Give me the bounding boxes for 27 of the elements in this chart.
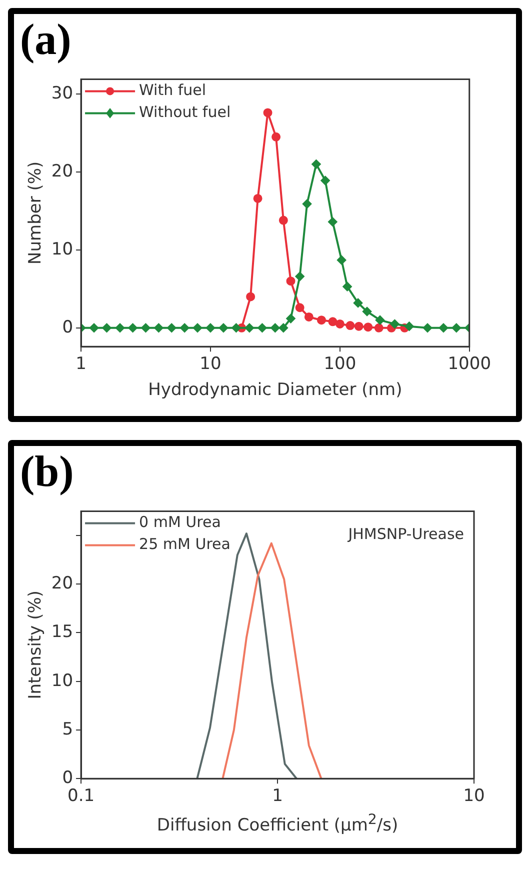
legend-label: 25 mM Urea — [139, 535, 230, 554]
x-axis-title: Diffusion Coefficient (µm$^{2}$/s) — [156, 812, 398, 836]
x-tick-label: 10 — [200, 354, 222, 374]
x-tick-label: 1 — [272, 786, 283, 806]
x-tick-label: 0.1 — [68, 786, 95, 806]
x-axis-title: Hydrodynamic Diameter (nm) — [148, 380, 402, 400]
y-axis-title: Intensity (%) — [26, 590, 46, 700]
x-tick-label: 10 — [463, 786, 485, 806]
y-tick-label: 15 — [51, 622, 74, 642]
y-tick-label: 0 — [62, 317, 74, 338]
chart-title: (a) — [20, 14, 72, 65]
x-tick-label: 1000 — [448, 354, 491, 374]
y-tick-label: 0 — [62, 768, 74, 788]
legend-label: Without fuel — [139, 103, 231, 122]
y-tick-label: 30 — [51, 83, 74, 104]
y-tick-label: 10 — [51, 239, 74, 260]
annotation: JHMSNP-Urease — [347, 525, 464, 544]
y-axis-title: Number (%) — [26, 161, 46, 264]
y-tick-label: 20 — [51, 574, 74, 594]
x-tick-label: 1 — [76, 354, 86, 374]
legend-label: 0 mM Urea — [139, 513, 221, 532]
y-tick-label: 10 — [51, 670, 74, 691]
y-tick-label: 20 — [51, 161, 74, 182]
legend-label: With fuel — [139, 81, 206, 100]
chart-title: (b) — [20, 446, 74, 497]
x-tick-label: 100 — [324, 354, 356, 374]
y-tick-label: 5 — [62, 719, 74, 740]
